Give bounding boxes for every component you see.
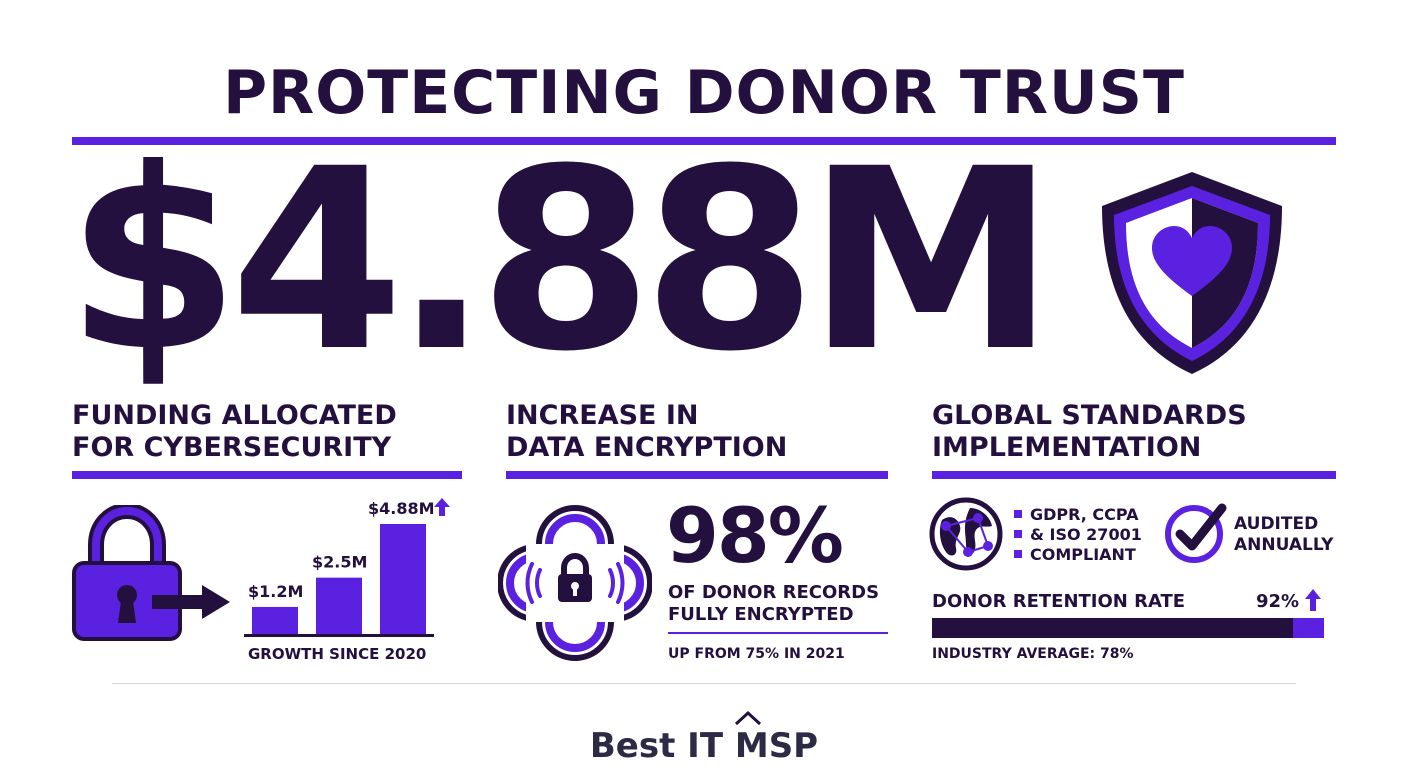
list-item: COMPLIANT bbox=[1014, 544, 1142, 564]
standards-divider bbox=[932, 471, 1336, 479]
retention-value: 92% bbox=[1256, 591, 1300, 612]
funding-chart-svg: $1.2M $2.5M $4.88M bbox=[244, 498, 450, 637]
bullet-icon bbox=[1014, 510, 1022, 518]
chart-data-label: $1.2M bbox=[248, 582, 303, 601]
footer-divider bbox=[112, 683, 1296, 684]
encryption-heading: INCREASE IN DATA ENCRYPTION bbox=[506, 400, 788, 463]
compliance-list: GDPR, CCPA & ISO 27001 COMPLIANT bbox=[1014, 504, 1142, 564]
shield-heart-icon bbox=[1094, 166, 1290, 380]
encrypted-lock-icon bbox=[497, 504, 653, 662]
retention-label: DONOR RETENTION RATE bbox=[932, 591, 1186, 612]
retention-progress-fill bbox=[932, 618, 1293, 638]
chart-bar bbox=[316, 577, 362, 634]
encryption-stat: 98% bbox=[666, 491, 844, 580]
encryption-stat-divider bbox=[668, 632, 888, 634]
list-item: & ISO 27001 bbox=[1014, 524, 1142, 544]
arrow-right-icon bbox=[152, 583, 232, 623]
encryption-footnote: UP FROM 75% IN 2021 bbox=[668, 646, 845, 662]
bullet-icon bbox=[1014, 530, 1022, 538]
chart-bar bbox=[380, 524, 426, 634]
bullet-icon bbox=[1014, 550, 1022, 558]
funding-heading: FUNDING ALLOCATED FOR CYBERSECURITY bbox=[72, 400, 397, 463]
standards-heading: GLOBAL STANDARDS IMPLEMENTATION bbox=[932, 400, 1247, 463]
funding-chart: $1.2M $2.5M $4.88M bbox=[244, 488, 454, 658]
padlock-icon bbox=[72, 502, 182, 641]
arrow-up-icon bbox=[434, 498, 450, 516]
page-title: PROTECTING DONOR TRUST bbox=[223, 58, 1185, 128]
checkmark-circle-icon bbox=[1164, 500, 1230, 564]
list-item: GDPR, CCPA bbox=[1014, 504, 1142, 524]
chart-bar bbox=[252, 606, 298, 634]
chevron-up-icon bbox=[733, 710, 763, 726]
retention-progress-bar bbox=[932, 618, 1324, 638]
title-underline bbox=[72, 137, 1336, 145]
encryption-divider bbox=[506, 471, 888, 479]
footer-brand: Best IT MSP bbox=[589, 726, 819, 766]
chart-data-label: $4.88M bbox=[368, 499, 435, 518]
industry-average-note: INDUSTRY AVERAGE: 78% bbox=[932, 646, 1134, 662]
chart-baseline bbox=[244, 634, 434, 637]
chart-caption: GROWTH SINCE 2020 bbox=[248, 645, 427, 663]
hero-value: $4.88M bbox=[66, 115, 1056, 406]
chart-data-label: $2.5M bbox=[312, 553, 367, 572]
funding-divider bbox=[72, 471, 462, 479]
audited-label: AUDITED ANNUALLY bbox=[1234, 514, 1334, 555]
globe-network-icon bbox=[928, 496, 1004, 572]
arrow-up-icon bbox=[1304, 588, 1322, 612]
encryption-stat-caption: OF DONOR RECORDS FULLY ENCRYPTED bbox=[668, 582, 880, 625]
